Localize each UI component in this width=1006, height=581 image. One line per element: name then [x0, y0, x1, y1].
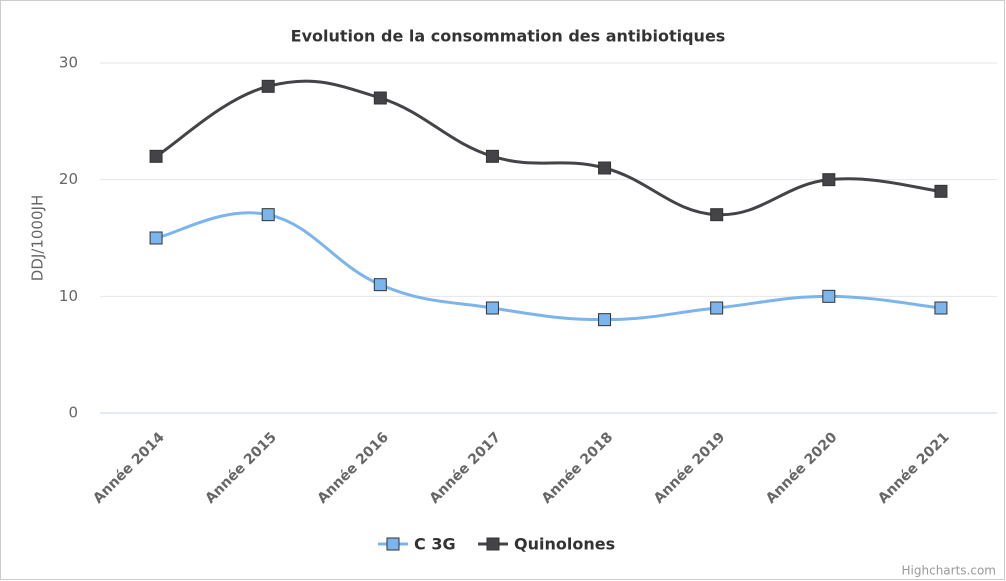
- point-marker: [373, 91, 387, 105]
- point-marker: [710, 208, 724, 222]
- point-marker: [934, 184, 948, 198]
- point-marker: [598, 313, 612, 327]
- credits: Highcharts.com: [902, 564, 996, 578]
- point-marker: [485, 301, 499, 315]
- y-tick-label: 0: [68, 404, 78, 422]
- point-marker: [710, 301, 724, 315]
- point-marker: [822, 289, 836, 303]
- y-tick-label: 20: [59, 170, 78, 188]
- series-line: [155, 79, 942, 217]
- point-marker: [822, 173, 836, 187]
- legend-label: C 3G: [414, 535, 456, 554]
- point-marker: [485, 149, 499, 163]
- chart-title: Evolution de la consommation des antibio…: [291, 27, 726, 46]
- point-marker: [149, 149, 163, 163]
- point-marker: [261, 79, 275, 93]
- legend-marker: [386, 537, 400, 551]
- legend-marker: [486, 537, 500, 551]
- y-tick-label: 30: [59, 54, 78, 72]
- point-marker: [261, 208, 275, 222]
- point-marker: [149, 231, 163, 245]
- point-marker: [598, 161, 612, 175]
- y-axis-title: DDJ/1000JH: [29, 195, 47, 281]
- y-tick-label: 10: [59, 287, 78, 305]
- point-marker: [373, 278, 387, 292]
- point-marker: [934, 301, 948, 315]
- legend-label: Quinolones: [514, 535, 615, 554]
